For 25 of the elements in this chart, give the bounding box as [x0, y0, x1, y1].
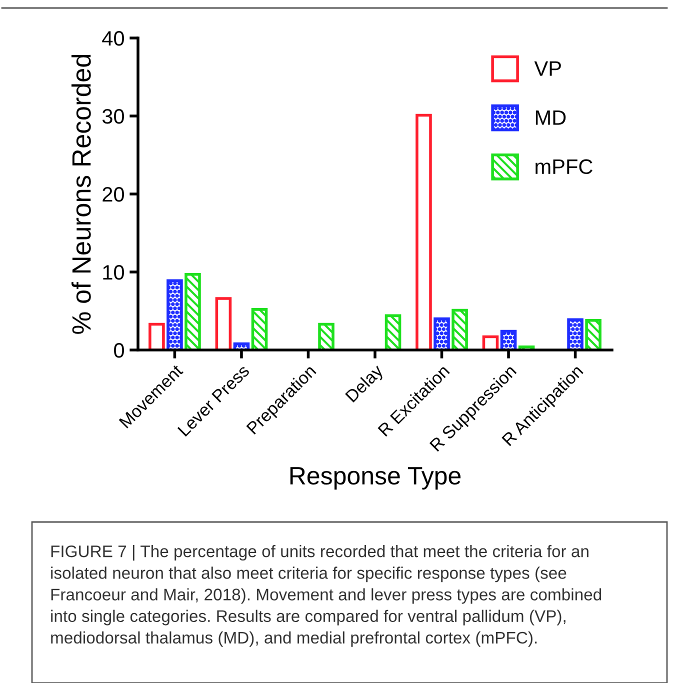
bar: [567, 318, 584, 350]
y-tick-label: 10: [103, 265, 124, 280]
bar: [585, 318, 602, 350]
legend-label: VP: [534, 61, 561, 76]
y-tick-label: 20: [102, 187, 124, 202]
bar: [148, 322, 165, 350]
y-tick-label: 0: [114, 343, 124, 358]
bar: [184, 272, 201, 350]
bar: [166, 279, 183, 350]
y-axis-title: % of Neurons Recorded: [71, 54, 91, 334]
bar: [215, 297, 232, 350]
y-tick-label: 40: [102, 31, 124, 46]
bar: [434, 317, 450, 350]
bar: [251, 308, 268, 350]
bar: [500, 330, 517, 350]
y-tick-label: 30: [102, 109, 124, 124]
legend-label: mPFC: [536, 159, 592, 174]
bar: [318, 322, 334, 350]
x-axis-title: Response Type: [290, 467, 461, 490]
legend-label: MD: [536, 110, 566, 125]
bar: [482, 335, 499, 350]
bar: [452, 308, 468, 350]
caption: FIGURE 7 | The percentage of units recorded that meet the criteria for an isolated neuron that also meet criteria for specific response types (see Francoeur and Mair, 2018). Movement and lever press types are combined into single categories. Results are compared for ventral pallidum (VP), mediodorsal thalamus (MD), and medial prefrontal cortex (mPFC).: [51, 545, 602, 647]
bar: [384, 314, 402, 350]
bar: [416, 114, 432, 350]
